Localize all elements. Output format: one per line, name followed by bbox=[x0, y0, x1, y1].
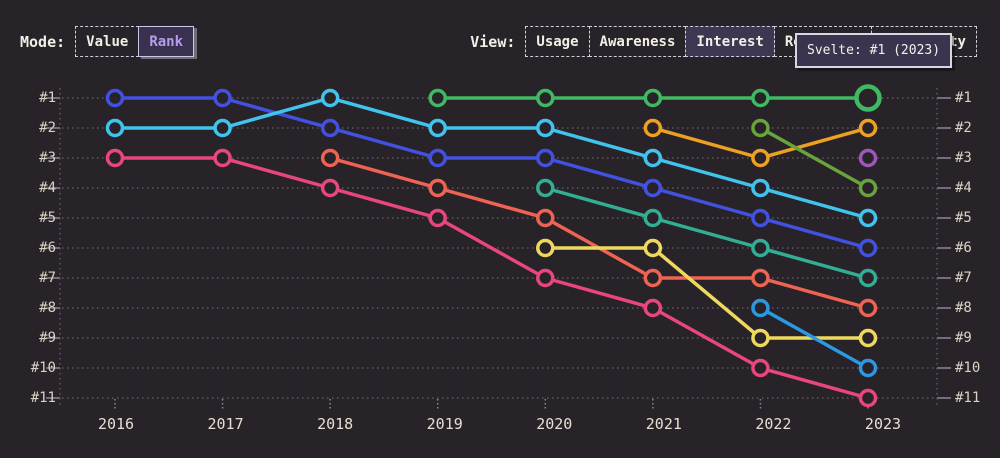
series-line-series-teal[interactable] bbox=[543, 186, 870, 280]
right-rank-label-11: #11 bbox=[955, 390, 981, 406]
data-point-series-teal-2023[interactable] bbox=[858, 268, 878, 288]
data-point-series-yellow-2023[interactable] bbox=[858, 328, 878, 348]
data-point-series-orange-2022[interactable] bbox=[751, 148, 770, 168]
data-point-series-pink-2017[interactable] bbox=[213, 148, 232, 168]
left-rank-label-2: #2 bbox=[39, 120, 56, 136]
data-point-series-blue-2023[interactable] bbox=[858, 238, 878, 258]
right-rank-label-4: #4 bbox=[955, 180, 972, 196]
data-point-series-teal-2022[interactable] bbox=[751, 238, 770, 258]
data-point-series-red-2023[interactable] bbox=[858, 298, 878, 318]
data-point-series-cyan-2022[interactable] bbox=[751, 178, 770, 198]
data-point-series-pink-2023[interactable] bbox=[858, 388, 878, 408]
left-rank-label-9: #9 bbox=[39, 330, 56, 346]
mode-switcher: Mode: Value Rank bbox=[20, 26, 195, 57]
series-line-series-lime[interactable] bbox=[758, 126, 870, 190]
right-rank-label-9: #9 bbox=[955, 330, 972, 346]
data-point-series-lime-2023[interactable] bbox=[858, 178, 878, 198]
data-point-Svelte-2021[interactable] bbox=[643, 88, 663, 108]
right-rank-label-10: #10 bbox=[955, 360, 981, 376]
data-point-series-pink-2022[interactable] bbox=[751, 358, 770, 378]
series-line-series-blue[interactable] bbox=[113, 96, 870, 250]
data-point-series-red-2019[interactable] bbox=[428, 178, 447, 198]
left-rank-label-11: #11 bbox=[30, 390, 56, 406]
data-point-series-blue-2017[interactable] bbox=[213, 88, 232, 108]
year-label-2022[interactable]: 2022 bbox=[755, 415, 792, 433]
left-rank-label-6: #6 bbox=[39, 240, 56, 256]
right-rank-label-2: #2 bbox=[955, 120, 972, 136]
right-rank-label-1: #1 bbox=[955, 90, 972, 106]
right-rank-label-8: #8 bbox=[955, 300, 972, 316]
data-point-Svelte-2022[interactable] bbox=[751, 88, 770, 108]
data-point-series-blue-2016[interactable] bbox=[105, 88, 125, 108]
series-line-series-red[interactable] bbox=[328, 156, 870, 310]
left-rank-label-7: #7 bbox=[39, 270, 56, 286]
right-rank-label-7: #7 bbox=[955, 270, 972, 286]
year-label-2023[interactable]: 2023 bbox=[864, 415, 902, 433]
data-point-series-red-2020[interactable] bbox=[536, 208, 555, 228]
data-point-series-azure-2023[interactable] bbox=[858, 358, 878, 378]
data-point-Svelte-2023[interactable] bbox=[854, 84, 882, 112]
data-point-series-pink-2018[interactable] bbox=[320, 178, 340, 198]
data-point-series-purple-2023[interactable] bbox=[858, 148, 878, 168]
data-point-series-blue-2019[interactable] bbox=[428, 148, 447, 168]
data-point-series-pink-2019[interactable] bbox=[428, 208, 447, 228]
data-point-series-yellow-2022[interactable] bbox=[751, 328, 770, 348]
data-point-series-blue-2020[interactable] bbox=[536, 148, 555, 168]
data-point-series-pink-2016[interactable] bbox=[105, 148, 125, 168]
series-line-series-azure[interactable] bbox=[758, 306, 870, 370]
year-label-2016[interactable]: 2016 bbox=[97, 415, 135, 433]
data-point-series-blue-2021[interactable] bbox=[643, 178, 663, 198]
left-rank-label-5: #5 bbox=[39, 210, 56, 226]
data-point-series-blue-2018[interactable] bbox=[320, 118, 340, 138]
data-point-series-azure-2022[interactable] bbox=[751, 298, 770, 318]
data-point-series-cyan-2017[interactable] bbox=[213, 118, 232, 138]
right-rank-label-5: #5 bbox=[955, 210, 972, 226]
chart-tooltip: Svelte: #1 (2023) bbox=[795, 33, 953, 68]
data-point-series-pink-2021[interactable] bbox=[643, 298, 663, 318]
year-label-2019[interactable]: 2019 bbox=[426, 415, 463, 433]
right-rank-label-6: #6 bbox=[955, 240, 972, 256]
data-point-series-cyan-2023[interactable] bbox=[858, 208, 878, 228]
data-point-series-cyan-2019[interactable] bbox=[428, 118, 447, 138]
data-point-series-red-2018[interactable] bbox=[320, 148, 340, 168]
data-point-series-red-2022[interactable] bbox=[751, 268, 770, 288]
year-label-2021[interactable]: 2021 bbox=[645, 415, 682, 433]
data-point-series-cyan-2018[interactable] bbox=[320, 88, 340, 108]
data-point-Svelte-2020[interactable] bbox=[536, 88, 555, 108]
data-point-series-orange-2021[interactable] bbox=[643, 118, 663, 138]
series-line-series-cyan[interactable] bbox=[113, 96, 870, 220]
data-point-Svelte-2019[interactable] bbox=[428, 88, 447, 108]
left-rank-label-4: #4 bbox=[39, 180, 56, 196]
left-rank-label-1: #1 bbox=[39, 90, 56, 106]
series-line-series-pink[interactable] bbox=[113, 156, 870, 400]
data-point-series-teal-2020[interactable] bbox=[536, 178, 555, 198]
data-point-series-blue-2022[interactable] bbox=[751, 208, 770, 228]
data-point-series-red-2021[interactable] bbox=[643, 268, 663, 288]
data-point-series-teal-2021[interactable] bbox=[643, 208, 663, 228]
data-point-series-yellow-2021[interactable] bbox=[643, 238, 663, 258]
year-label-2018[interactable]: 2018 bbox=[317, 415, 354, 433]
mode-label: Mode: bbox=[20, 32, 66, 51]
view-label: View: bbox=[470, 32, 516, 51]
year-label-2020[interactable]: 2020 bbox=[536, 415, 573, 433]
left-rank-label-8: #8 bbox=[39, 300, 56, 316]
data-point-series-cyan-2016[interactable] bbox=[105, 118, 125, 138]
data-point-series-cyan-2021[interactable] bbox=[643, 148, 663, 168]
data-point-series-lime-2022[interactable] bbox=[751, 118, 770, 138]
left-rank-label-10: #10 bbox=[30, 360, 56, 376]
left-rank-label-3: #3 bbox=[39, 150, 56, 166]
mode-button-rank[interactable]: Rank bbox=[138, 26, 195, 57]
data-point-series-yellow-2020[interactable] bbox=[536, 238, 555, 258]
data-point-series-orange-2023[interactable] bbox=[858, 118, 878, 138]
year-label-2017[interactable]: 2017 bbox=[207, 415, 244, 433]
data-point-series-pink-2020[interactable] bbox=[536, 268, 555, 288]
data-point-series-cyan-2020[interactable] bbox=[536, 118, 555, 138]
right-rank-label-3: #3 bbox=[955, 150, 972, 166]
